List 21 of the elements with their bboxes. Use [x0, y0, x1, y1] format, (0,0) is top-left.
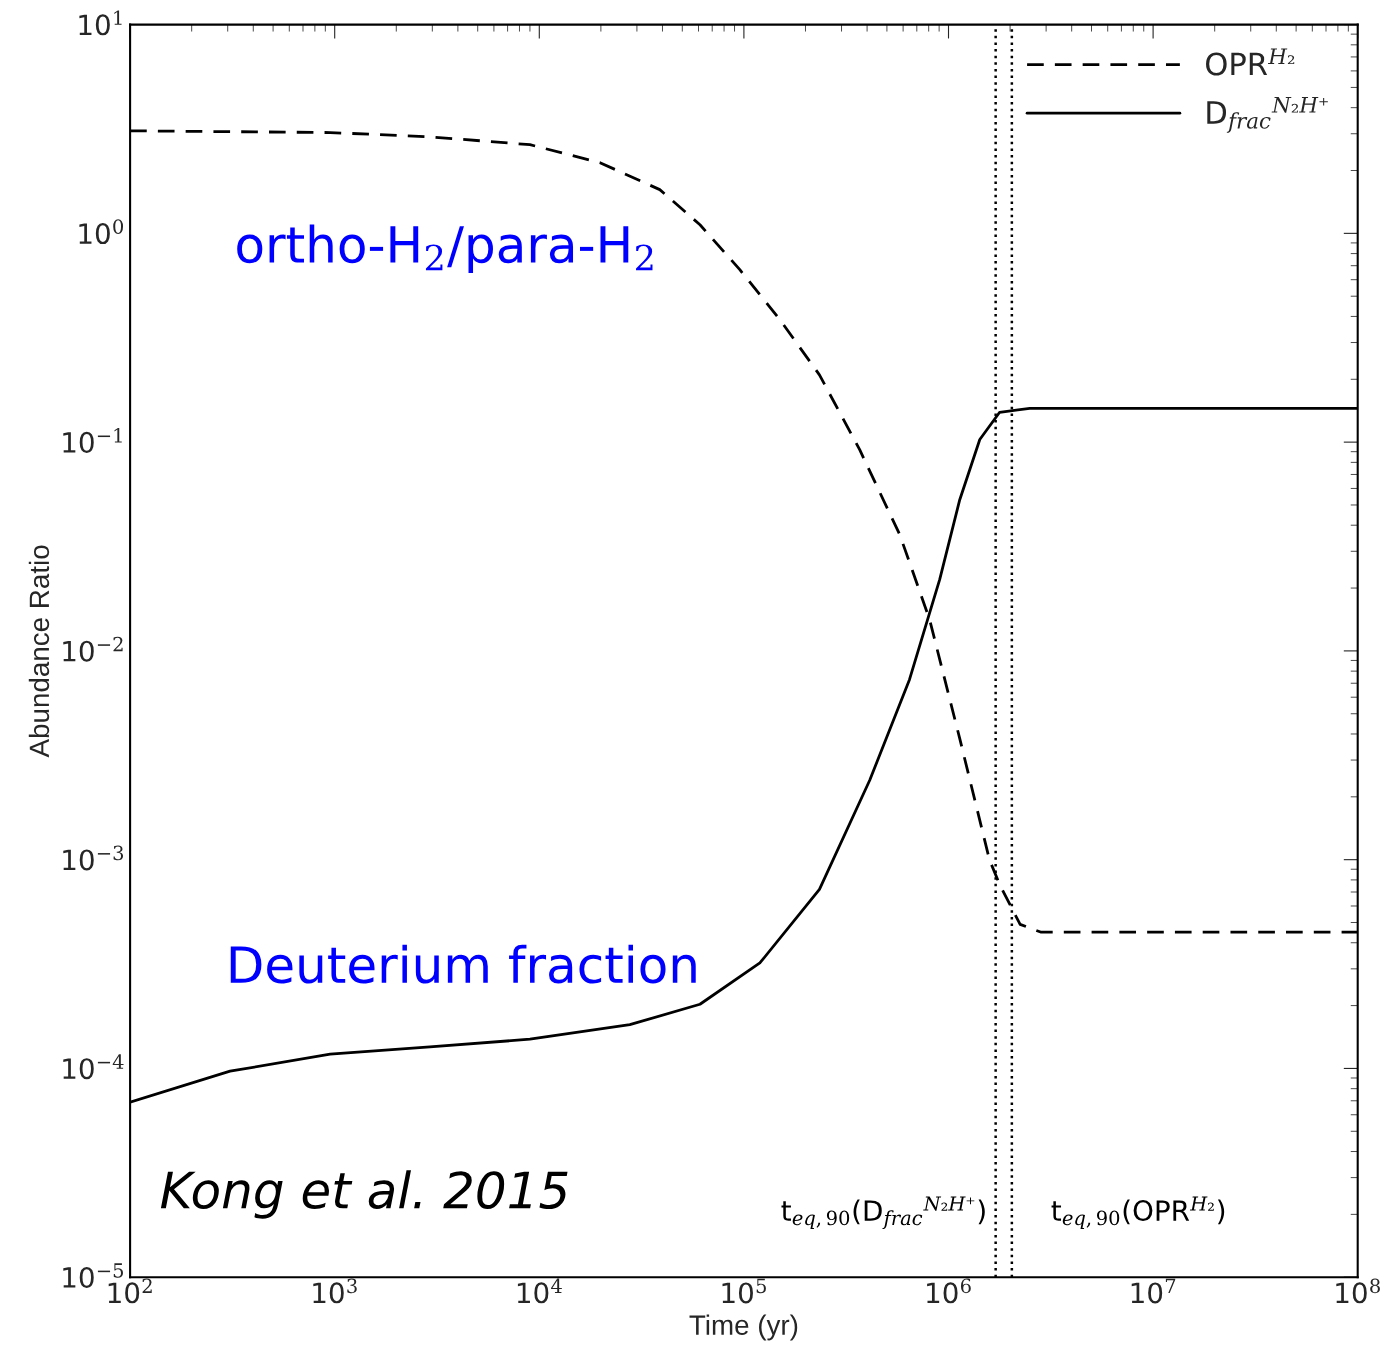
y-tick-label: 10$^{−2}$: [63, 636, 123, 662]
y-tick-label: 10$^{1}$: [79, 10, 122, 36]
annotation: t$_{eq,90}$(OPR$^{H₂}$): [1051, 1196, 1225, 1230]
annotation: Deuterium fraction: [230, 944, 696, 984]
x-tick-label: 10$^{5}$: [722, 1278, 766, 1304]
x-tick-label: 10$^{4}$: [517, 1278, 562, 1304]
y-tick-label: 10$^{−3}$: [63, 845, 124, 871]
x-tick-label: 10$^{7}$: [1131, 1278, 1176, 1304]
legend-label: OPR$^{H₂}$: [1206, 48, 1295, 76]
y-tick-label: 10$^{−4}$: [63, 1054, 124, 1080]
x-tick-label: 10$^{6}$: [927, 1278, 971, 1304]
x-axis-title: Time (yr): [689, 1314, 798, 1341]
annotation: t$_{eq,90}$(D$_{frac}$$^{N₂H⁺}$): [781, 1196, 985, 1230]
y-axis-title: Abundance Ratio: [28, 545, 50, 758]
x-tick-label: 10$^{3}$: [313, 1278, 357, 1304]
annotation: Kong et al. 2015: [160, 1170, 568, 1219]
annotation: ortho-H$_{2}$/para-H$_{2}$: [237, 224, 653, 273]
y-tick-label: 10$^{−1}$: [63, 427, 122, 453]
y-tick-label: 10$^{0}$: [79, 219, 124, 245]
x-tick-label: 10$^{8}$: [1336, 1278, 1380, 1304]
legend-label: D$_{frac}$$^{N₂H⁺}$: [1207, 96, 1328, 133]
